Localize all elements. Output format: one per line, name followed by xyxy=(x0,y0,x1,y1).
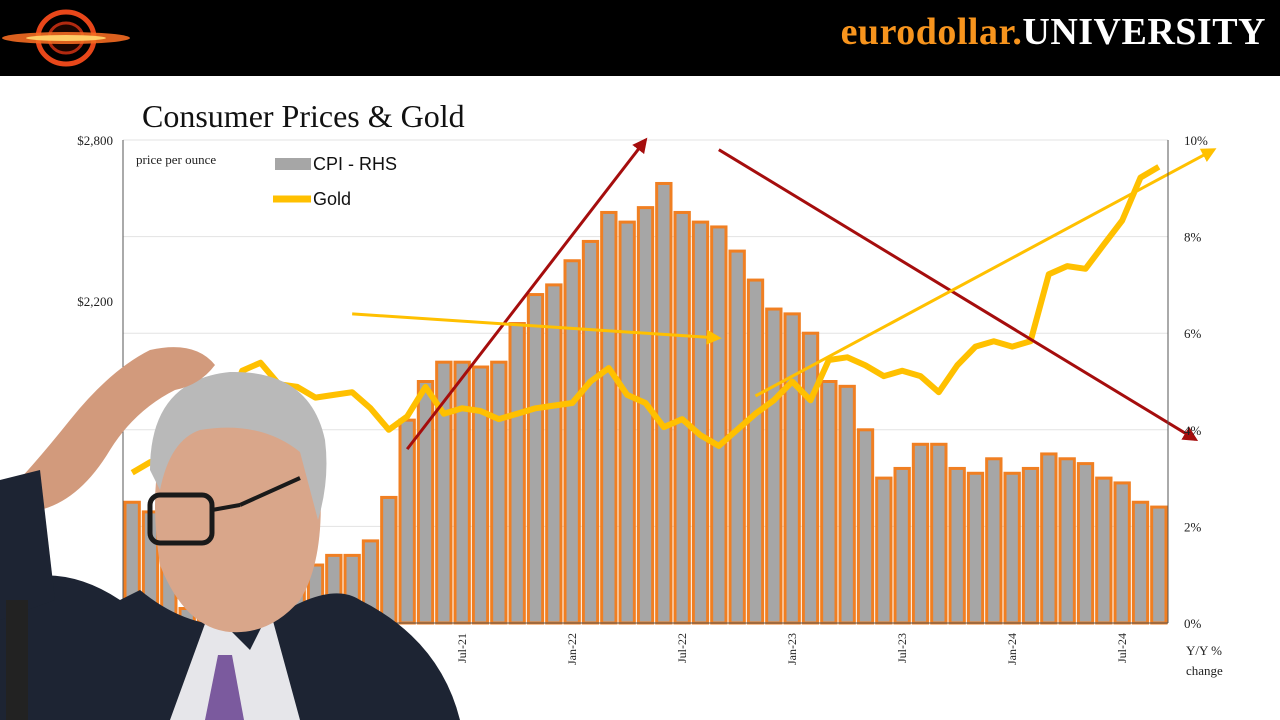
right-tick-label: 8% xyxy=(1184,230,1202,245)
legend-label-gold: Gold xyxy=(313,189,351,209)
trend-arrow-red xyxy=(405,137,648,451)
gold-line xyxy=(130,164,1161,476)
chart-title: Consumer Prices & Gold xyxy=(142,98,465,134)
right-tick-label: 6% xyxy=(1184,326,1202,341)
right-axis-label-line2: change xyxy=(1186,663,1223,678)
right-tick-label: 4% xyxy=(1184,423,1202,438)
brand-wordmark: eurodollar.UNIVERSITY xyxy=(841,10,1266,54)
left-tick-label: $2,200 xyxy=(77,294,113,309)
eurodollar-logo xyxy=(2,9,130,67)
right-tick-label: 10% xyxy=(1184,133,1208,148)
x-tick-label: Jul-21 xyxy=(455,633,469,663)
brand-part-university: UNIVERSITY xyxy=(1022,11,1266,53)
legend-swatch-cpi xyxy=(275,158,311,170)
x-tick-label: Jul-22 xyxy=(675,633,689,663)
x-tick-label: Jul-23 xyxy=(895,633,909,663)
left-axis-note: price per ounce xyxy=(136,152,216,167)
x-tick-label: Jan-24 xyxy=(1005,633,1019,665)
gold-line-group xyxy=(130,164,1161,476)
x-tick-label: Jan-23 xyxy=(785,633,799,665)
x-tick-label: Jul-24 xyxy=(1115,633,1129,663)
legend-label-cpi: CPI - RHS xyxy=(313,154,397,174)
right-tick-label: 0% xyxy=(1184,616,1202,631)
trend-arrow-red xyxy=(718,148,1199,442)
trend-arrow-gold xyxy=(352,312,722,345)
left-tick-label: $2,800 xyxy=(77,133,113,148)
brand-part-eurodollar: eurodollar. xyxy=(840,11,1023,53)
legend: CPI - RHS Gold xyxy=(273,154,397,209)
right-axis-label-line1: Y/Y % xyxy=(1186,643,1222,658)
trend-arrow-gold xyxy=(754,148,1217,398)
x-tick-label: Jan-22 xyxy=(565,633,579,665)
trend-arrows xyxy=(352,137,1217,451)
right-tick-label: 2% xyxy=(1184,519,1202,534)
banner: eurodollar.UNIVERSITY xyxy=(0,0,1280,76)
